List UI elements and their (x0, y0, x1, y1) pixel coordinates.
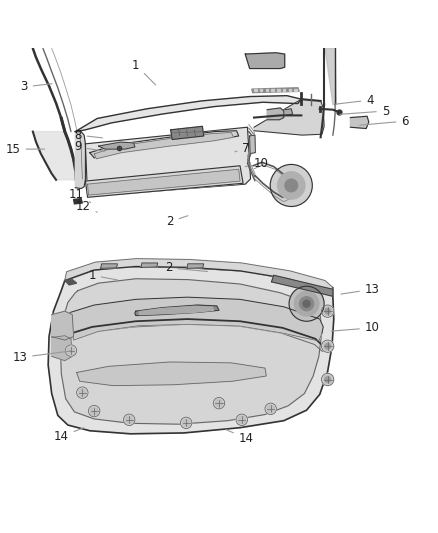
Circle shape (125, 416, 133, 424)
Text: 1: 1 (88, 269, 118, 282)
Polygon shape (260, 88, 262, 91)
Polygon shape (267, 108, 284, 120)
Text: 4: 4 (336, 94, 374, 107)
Polygon shape (252, 88, 299, 93)
Polygon shape (141, 263, 158, 268)
Text: 13: 13 (341, 283, 380, 296)
Text: 14: 14 (226, 430, 254, 445)
Polygon shape (60, 279, 322, 424)
Text: 13: 13 (12, 351, 71, 364)
Text: 14: 14 (54, 428, 84, 443)
Polygon shape (77, 362, 266, 386)
Circle shape (238, 416, 246, 424)
Circle shape (65, 345, 77, 356)
Circle shape (78, 389, 86, 397)
Circle shape (289, 286, 324, 321)
Polygon shape (74, 199, 82, 204)
Circle shape (88, 405, 100, 417)
Polygon shape (187, 264, 204, 268)
Circle shape (270, 165, 312, 206)
Circle shape (180, 417, 192, 429)
Polygon shape (90, 131, 239, 158)
Circle shape (323, 307, 332, 316)
Text: 7: 7 (235, 142, 250, 155)
Text: 2: 2 (166, 215, 188, 228)
Circle shape (124, 414, 135, 425)
Circle shape (90, 407, 98, 415)
Polygon shape (171, 126, 204, 140)
Polygon shape (283, 88, 286, 91)
Polygon shape (85, 127, 251, 197)
Circle shape (285, 179, 297, 192)
Text: 2: 2 (165, 261, 208, 274)
Polygon shape (48, 266, 334, 434)
Circle shape (323, 375, 332, 384)
Polygon shape (271, 88, 274, 91)
Circle shape (325, 377, 330, 382)
Circle shape (77, 387, 88, 398)
Polygon shape (135, 305, 219, 316)
Polygon shape (99, 142, 135, 149)
Polygon shape (254, 88, 257, 91)
Polygon shape (85, 166, 243, 197)
Polygon shape (265, 88, 268, 91)
Circle shape (323, 342, 332, 351)
Polygon shape (101, 264, 117, 268)
Polygon shape (294, 88, 297, 91)
Circle shape (278, 172, 305, 199)
Polygon shape (285, 109, 293, 115)
Circle shape (321, 374, 334, 386)
Polygon shape (277, 88, 280, 91)
Polygon shape (350, 116, 369, 128)
Polygon shape (94, 133, 233, 159)
Polygon shape (33, 132, 76, 180)
Circle shape (321, 305, 334, 317)
Polygon shape (245, 53, 285, 69)
Text: 10: 10 (245, 157, 268, 169)
Circle shape (236, 414, 247, 425)
Polygon shape (75, 132, 85, 189)
Text: 5: 5 (340, 104, 389, 117)
Polygon shape (65, 280, 77, 285)
Circle shape (325, 344, 330, 349)
Circle shape (67, 346, 75, 354)
Text: 8: 8 (74, 128, 102, 142)
Polygon shape (70, 297, 323, 341)
Text: 12: 12 (76, 200, 97, 213)
Polygon shape (250, 135, 255, 154)
Circle shape (267, 405, 275, 413)
Text: 6: 6 (360, 115, 409, 127)
Polygon shape (52, 311, 74, 340)
Text: 15: 15 (6, 143, 45, 156)
Text: 9: 9 (74, 140, 105, 154)
Polygon shape (52, 336, 72, 361)
Text: 3: 3 (21, 80, 52, 93)
Polygon shape (75, 96, 301, 132)
Polygon shape (272, 275, 333, 296)
Polygon shape (88, 169, 240, 195)
Polygon shape (139, 306, 214, 314)
Circle shape (265, 403, 276, 415)
Circle shape (182, 419, 190, 427)
Text: 11: 11 (69, 188, 91, 203)
Circle shape (300, 297, 314, 311)
Circle shape (325, 309, 330, 314)
Polygon shape (65, 259, 333, 296)
Circle shape (294, 292, 319, 316)
Polygon shape (289, 88, 291, 91)
Circle shape (321, 340, 334, 352)
Polygon shape (254, 99, 324, 135)
Circle shape (215, 399, 223, 407)
Circle shape (303, 300, 310, 307)
Text: 10: 10 (331, 321, 380, 334)
Polygon shape (324, 49, 336, 104)
Text: 1: 1 (132, 59, 156, 85)
Circle shape (213, 398, 225, 409)
